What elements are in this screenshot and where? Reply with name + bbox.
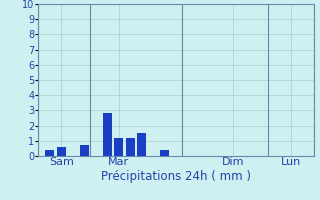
Bar: [125, 138, 135, 156]
Bar: [160, 150, 169, 156]
Bar: [114, 138, 123, 156]
Bar: [45, 150, 54, 156]
Bar: [57, 147, 66, 156]
X-axis label: Précipitations 24h ( mm ): Précipitations 24h ( mm ): [101, 170, 251, 183]
Bar: [80, 145, 89, 156]
Bar: [137, 133, 146, 156]
Bar: [103, 113, 112, 156]
